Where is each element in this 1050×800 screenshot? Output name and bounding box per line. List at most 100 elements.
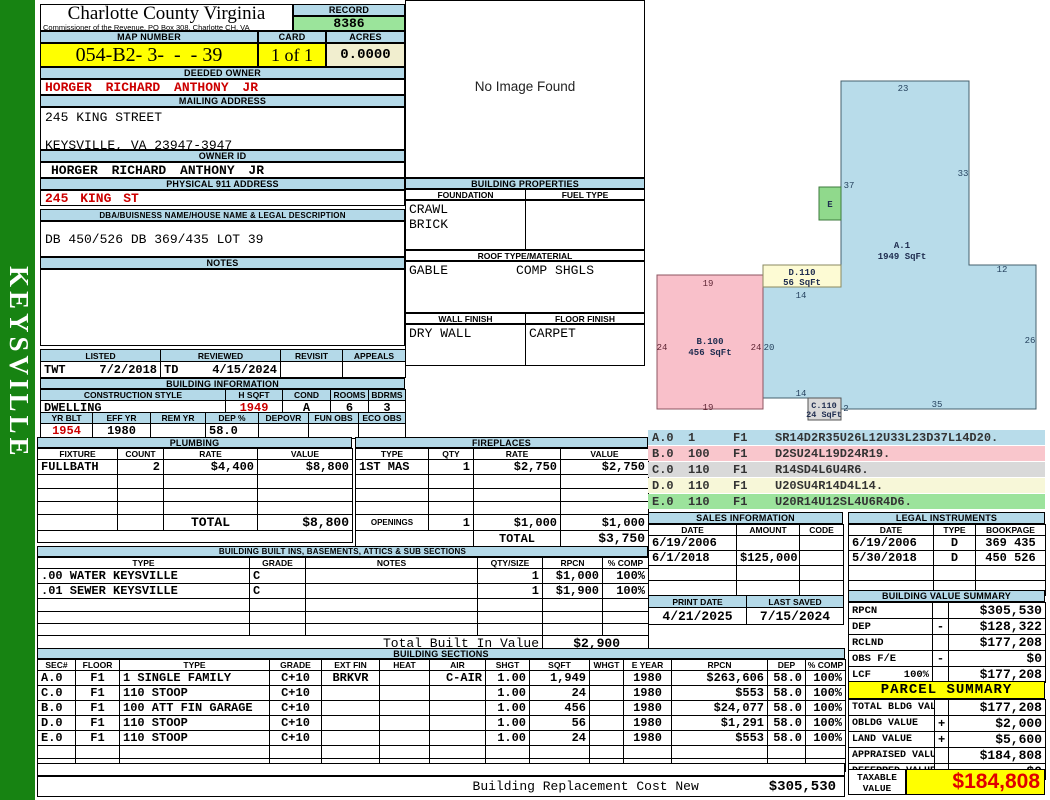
legend-floor: F1 (733, 430, 748, 445)
area-c-label: C.110 (811, 401, 837, 411)
legend-code: 110 (688, 462, 710, 477)
plumbing-table: FIXTURE COUNT RATE VALUE FULLBATH 2 $4,400… (37, 448, 353, 543)
dim-a-left-upper: 37 (844, 181, 855, 191)
built-ins-row (37, 623, 649, 636)
legend-vector: SR14D2R35U26L12U33L23D37L14D20. (775, 430, 999, 445)
fireplaces-total-value: $3,750 (560, 530, 649, 547)
bi-qtysize-header: QTY/SIZE (477, 557, 543, 569)
construction-style-header: CONSTRUCTION STYLE (40, 389, 226, 401)
deeded-owner-value: HORGER RICHARD ANTHONY JR (40, 79, 405, 95)
sales-row: 6/19/2006 (648, 535, 844, 551)
value-summary-row: RPCN $305,530 (848, 602, 1046, 619)
value-summary-table: RPCN $305,530 DEP - $128,322 RCLND $177,… (848, 602, 1046, 683)
sales-date-header: DATE (648, 524, 737, 536)
fireplaces-title: FIREPLACES (355, 437, 648, 448)
fireplaces-openings-row: OPENINGS 1 $1,000 $1,000 (355, 514, 649, 531)
record-label: RECORD (293, 4, 405, 16)
parcel-summary-title: PARCEL SUMMARY (848, 681, 1045, 699)
bi-type-header: TYPE (37, 557, 250, 569)
parcel-row: APPRAISED VALUE $184,808 (848, 747, 1046, 764)
last-saved-value: 7/15/2024 (746, 607, 844, 625)
footer-box: Building Replacement Cost New $305,530 (37, 776, 845, 797)
plumbing-total-label: TOTAL (163, 514, 258, 531)
bi-comp-header: % COMP (602, 557, 649, 569)
bi-grade-header: GRADE (249, 557, 306, 569)
ps-op (934, 747, 949, 764)
legend-code: 1 (688, 430, 696, 445)
legend-vector: D2SU24L19D24R19. (775, 446, 891, 461)
fuel-type-header: FUEL TYPE (525, 189, 645, 200)
area-d-sqft: 56 SqFt (783, 278, 821, 288)
footer-spacer-box (37, 763, 845, 776)
sketch-legend-row: B.0 100 F1 D2SU24L19D24R19. (648, 446, 1045, 461)
roof-value-box: GABLE COMP SHGLS (405, 261, 645, 313)
built-ins-total-label: Total Built In Value (37, 635, 543, 652)
ps-value: $5,600 (948, 731, 1046, 748)
dep-header: DEP % (205, 412, 259, 424)
legend-code: 110 (688, 494, 710, 509)
whgt-header: WHGT (589, 659, 624, 671)
fp-type-header: TYPE (355, 448, 429, 460)
sections-table: SEC# FLOOR TYPE GRADE EXT FIN HEAT AIR S… (37, 659, 846, 772)
county-title: Charlotte County Virginia (67, 4, 266, 24)
roof-header: ROOF TYPE/MATERIAL (405, 250, 645, 261)
county-title-box: Charlotte County Virginia Commissioner o… (40, 4, 293, 31)
appeals-header: APPEALS (342, 349, 406, 362)
effyr-header: EFF YR (92, 412, 151, 424)
remyr-value (150, 423, 206, 439)
mailing-address-label: MAILING ADDRESS (40, 95, 405, 107)
county-subtitle: Commissioner of the Revenue, PO Box 308,… (43, 23, 250, 31)
rate-header: RATE (163, 448, 258, 460)
vs-value: $0 (948, 650, 1046, 667)
funobs-value (308, 423, 359, 439)
sketch-legend-row: A.0 1 F1 SR14D2R35U26L12U33L23D37L14D20. (648, 430, 1045, 445)
foundation-header: FOUNDATION (405, 189, 526, 200)
listed-header: LISTED (40, 349, 161, 362)
sections-row: E.0 F1 110 STOOP C+10 1.00 24 1980 $553 58.0 100% (37, 730, 846, 746)
physical-address-label: PHYSICAL 911 ADDRESS (40, 178, 405, 190)
print-date-value: 4/21/2025 (648, 607, 747, 625)
legal-row (848, 565, 1046, 581)
built-ins-row: .01 SEWER KEYSVILLE C 1 $1,900 100% (37, 583, 649, 599)
vs-label: DEP (852, 620, 871, 633)
depovr-header: DEPOVR (258, 412, 309, 424)
dep-value: 58.0 (205, 423, 259, 439)
fp-value-header: VALUE (560, 448, 649, 460)
legend-vector: U20R14U12SL4U6R4D6. (775, 494, 912, 509)
legal-title: LEGAL INSTRUMENTS (848, 512, 1045, 524)
funobs-header: FUN OBS (308, 412, 359, 424)
print-info-table: PRINT DATE LAST SAVED 4/21/2025 7/15/202… (648, 595, 844, 625)
vs-value: $177,208 (948, 634, 1046, 651)
notes-label: NOTES (40, 257, 405, 269)
ps-label: TOTAL BLDG VALUE (848, 699, 935, 716)
grade-header: GRADE (269, 659, 322, 671)
built-ins-title: BUILDING BUILT INS, BASEMENTS, ATTICS & … (37, 546, 648, 557)
plumbing-row (37, 474, 353, 489)
hsqft-header: H SQFT (225, 389, 283, 401)
sketch-section-b (656, 274, 764, 410)
legend-sec: C.0 (652, 462, 674, 477)
bi-rpcn-header: RPCN (542, 557, 603, 569)
openings-label: OPENINGS (355, 514, 429, 531)
reviewed-value: TD 4/15/2024 (160, 361, 281, 378)
rooms-header: ROOMS (330, 389, 369, 401)
value-summary-title: BUILDING VALUE SUMMARY (848, 590, 1045, 602)
sales-row (648, 565, 844, 581)
legend-sec: A.0 (652, 430, 674, 445)
revisit-header: REVISIT (280, 349, 343, 362)
extfin-header: EXT FIN (321, 659, 380, 671)
sales-row (648, 580, 844, 596)
legend-floor: F1 (733, 446, 748, 461)
district-sidebar: KEYSVILLE (0, 0, 35, 800)
notes-value (40, 269, 405, 346)
dim-b-bottom: 19 (703, 403, 714, 413)
parcel-row: LAND VALUE + $5,600 (848, 731, 1046, 748)
fireplaces-table: TYPE QTY RATE VALUE 1ST MAS 1 $2,750 $2,750… (355, 448, 649, 547)
no-image-text: No Image Found (474, 79, 576, 94)
sketch-legend-row: E.0 110 F1 U20R14U12SL4U6R4D6. (648, 494, 1045, 509)
dim-a-left-lower: 20 (764, 343, 775, 353)
ps-value: $177,208 (948, 699, 1046, 716)
roof-material-value: COMP SHGLS (516, 263, 595, 278)
area-a-label: A.1 (894, 241, 911, 251)
ecoobs-header: ECO OBS (358, 412, 406, 424)
